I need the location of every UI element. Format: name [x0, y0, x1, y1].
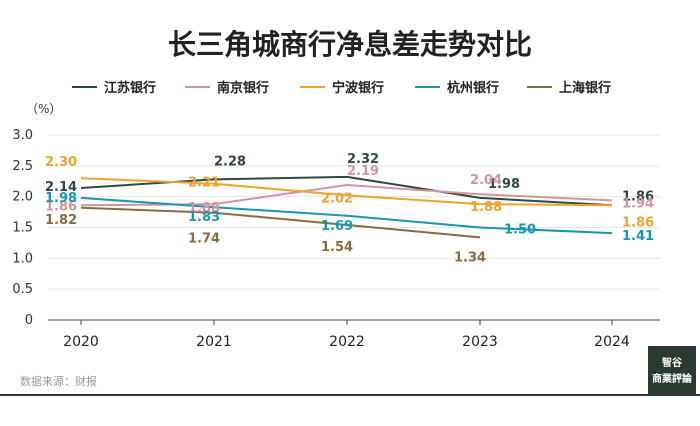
legend: 江苏银行 南京银行 宁波银行 杭州银行 上海银行 [72, 80, 611, 96]
chart-title: 长三角城商行净息差走势对比 [168, 28, 532, 61]
legend-label: 南京银行 [217, 80, 269, 96]
x-axis-ticks: 2020 2021 2022 2023 2024 [63, 320, 630, 350]
data-label: 1.88 [470, 200, 502, 215]
data-label: 1.86 [45, 199, 77, 214]
data-label: 1.88 [188, 201, 220, 216]
legend-item: 宁波银行 [300, 80, 384, 96]
data-label: 2.32 [347, 152, 379, 167]
data-label: 2.04 [470, 173, 502, 188]
y-tick-label: 3.0 [12, 128, 33, 143]
data-label: 2.02 [321, 191, 353, 206]
logo-line2: 商業評論 [652, 372, 693, 385]
data-labels: 2.142.28 2.321.981.861.86 1.882.192.041.94… [45, 152, 654, 265]
data-label: 2.30 [45, 155, 77, 170]
legend-item: 上海银行 [527, 80, 611, 96]
x-tick-label: 2024 [594, 334, 630, 350]
x-tick-label: 2022 [329, 334, 365, 350]
legend-item: 南京银行 [185, 80, 269, 96]
x-tick-label: 2023 [462, 334, 498, 350]
data-label: 1.82 [45, 213, 77, 228]
data-label: 1.98 [45, 191, 77, 206]
series-lines [80, 175, 613, 239]
data-label: 1.98 [488, 177, 520, 192]
legend-label: 上海银行 [559, 80, 611, 96]
data-label: 2.21 [188, 176, 220, 191]
data-label: 2.28 [214, 154, 246, 169]
y-tick-label: 0.5 [12, 282, 33, 297]
series-line [80, 196, 613, 235]
legend-label: 宁波银行 [332, 80, 384, 96]
data-label: 1.54 [321, 240, 353, 255]
data-label: 1.34 [454, 250, 486, 265]
x-tick-label: 2021 [196, 334, 232, 350]
series-line [80, 206, 481, 239]
logo-background [648, 346, 696, 396]
data-label: 1.83 [188, 210, 220, 225]
y-unit-label: （%） [26, 102, 61, 116]
y-tick-label: 1.0 [12, 251, 33, 266]
data-label: 1.41 [622, 229, 654, 244]
y-tick-label: 2.5 [12, 159, 33, 174]
source-text: 数据来源：财报 [20, 374, 97, 388]
series-line [80, 177, 613, 207]
logo-line1: 智谷 [662, 356, 683, 369]
legend-item: 江苏银行 [72, 80, 156, 96]
data-label: 1.86 [622, 189, 654, 204]
legend-label: 江苏银行 [104, 80, 156, 96]
logo: 智谷 商業評論 [648, 346, 696, 396]
y-tick-label: 2.0 [12, 190, 33, 205]
legend-item: 杭州银行 [415, 80, 499, 96]
y-tick-label: 1.5 [12, 221, 33, 236]
y-tick-label: 0 [25, 313, 33, 328]
data-label: 1.69 [321, 219, 353, 234]
legend-label: 杭州银行 [447, 80, 499, 96]
data-label: 2.14 [45, 180, 77, 195]
data-label: 1.94 [622, 196, 654, 211]
data-label: 2.19 [347, 164, 379, 179]
data-label: 1.86 [622, 215, 654, 230]
data-label: 1.74 [188, 232, 220, 247]
y-axis-ticks: 0 0.5 1.0 1.5 2.0 2.5 3.0 [12, 128, 33, 328]
x-tick-label: 2020 [63, 334, 99, 350]
data-label: 1.50 [504, 223, 536, 238]
